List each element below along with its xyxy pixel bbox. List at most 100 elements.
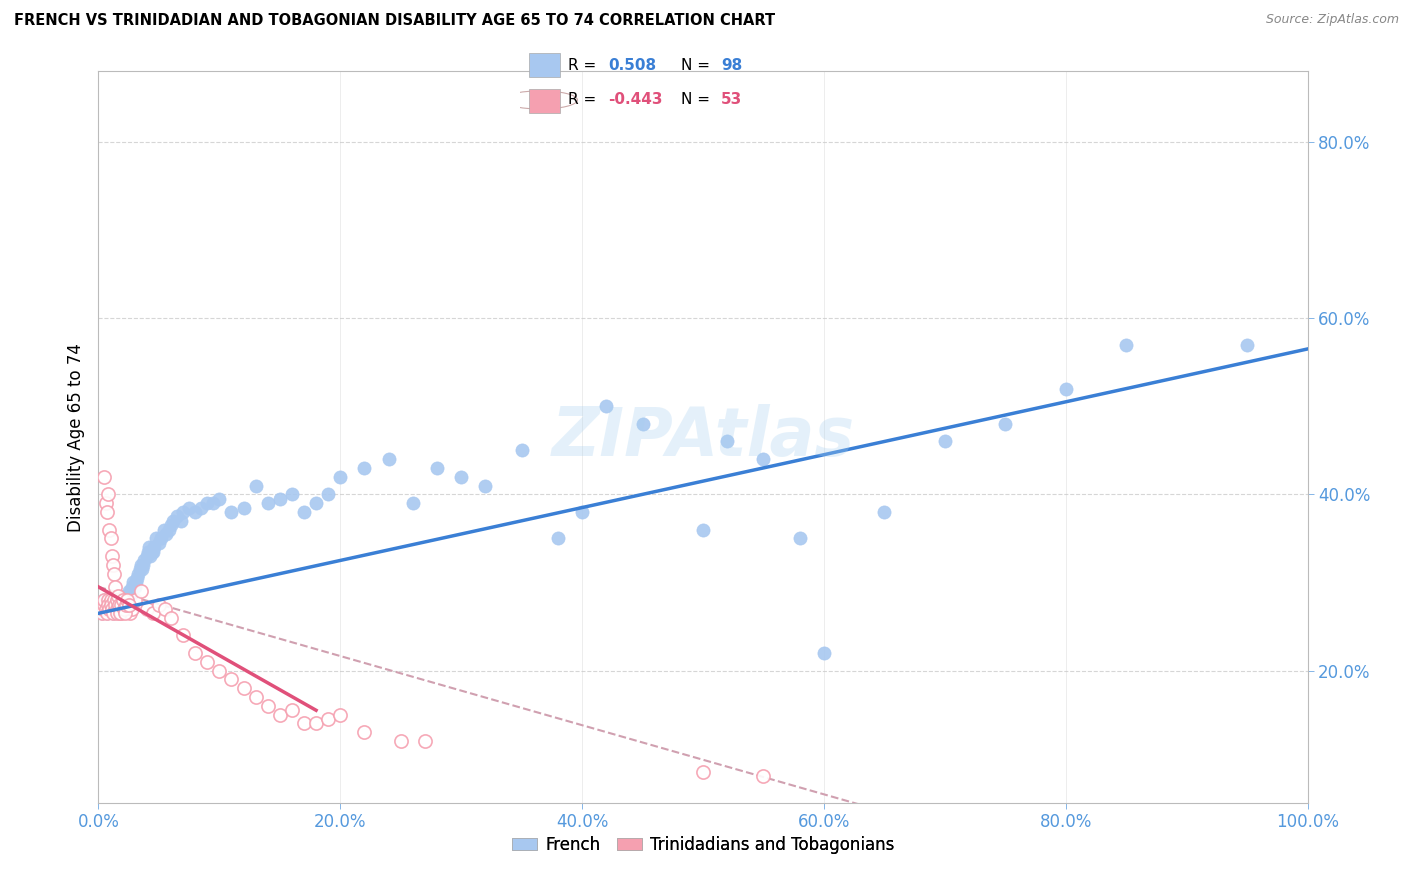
Point [115,598,138,612]
Point [1115,337,1137,351]
Point [125,575,148,590]
Point [190,500,212,515]
Point [128,562,150,576]
Point [101,558,124,572]
Point [716,434,738,449]
Point [107,593,129,607]
Point [104,580,127,594]
Point [121,580,143,594]
Point [122,575,145,590]
Point [474,478,496,492]
Point [100,593,122,607]
Point [160,611,183,625]
Point [208,664,231,678]
Point [93,593,115,607]
Point [96,607,118,621]
Text: N =: N = [681,93,710,107]
Point [91,602,114,616]
Point [93,469,115,483]
Point [98,523,121,537]
Point [160,518,183,533]
Point [162,514,184,528]
Point [112,602,135,616]
Point [134,553,156,567]
Point [108,607,131,621]
Point [115,593,138,607]
Text: ZIPAtlas: ZIPAtlas [551,404,855,470]
Point [873,505,896,519]
Point [101,607,124,621]
Point [155,527,177,541]
Point [118,589,141,603]
Point [256,698,278,713]
Point [292,505,315,519]
Point [329,707,352,722]
Point [789,532,811,546]
Point [111,593,134,607]
Point [269,491,291,506]
Point [91,607,114,621]
Text: N =: N = [681,58,710,72]
Point [105,602,128,616]
Point [413,734,436,748]
Point [305,716,328,731]
Text: R =: R = [568,58,596,72]
Point [195,655,218,669]
Text: Source: ZipAtlas.com: Source: ZipAtlas.com [1265,13,1399,27]
Point [97,593,120,607]
Point [103,593,125,607]
Text: 53: 53 [721,93,742,107]
Point [114,589,136,603]
Point [110,607,132,621]
Point [377,452,399,467]
Point [108,602,131,616]
Y-axis label: Disability Age 65 to 74: Disability Age 65 to 74 [66,343,84,532]
Point [813,646,835,660]
Circle shape [503,91,578,109]
Point [329,469,352,483]
Point [127,571,149,585]
Point [292,716,315,731]
Point [389,734,412,748]
Point [135,549,157,563]
Point [752,769,775,783]
Point [752,452,775,467]
Point [90,602,112,616]
Point [142,607,165,621]
Point [107,589,129,603]
Point [426,461,449,475]
Point [179,500,201,515]
Point [114,607,136,621]
Point [157,523,180,537]
Point [129,558,152,572]
Point [232,681,254,696]
Point [117,593,139,607]
Text: FRENCH VS TRINIDADIAN AND TOBAGONIAN DISABILITY AGE 65 TO 74 CORRELATION CHART: FRENCH VS TRINIDADIAN AND TOBAGONIAN DIS… [14,13,775,29]
Point [221,505,243,519]
Point [103,593,125,607]
Point [281,487,304,501]
Point [136,544,159,558]
Text: -0.443: -0.443 [609,93,662,107]
Point [172,628,194,642]
Point [316,712,339,726]
Point [269,707,291,722]
Point [110,602,132,616]
Point [94,602,117,616]
Point [100,532,122,546]
Point [94,496,117,510]
Point [631,417,654,431]
Point [118,584,141,599]
Point [98,602,121,616]
Point [117,589,139,603]
Point [547,532,569,546]
Point [97,487,120,501]
Point [184,646,207,660]
Point [101,607,124,621]
Point [245,478,267,492]
Point [169,514,191,528]
Point [256,496,278,510]
Point [148,536,170,550]
Point [108,598,131,612]
Point [91,607,114,621]
